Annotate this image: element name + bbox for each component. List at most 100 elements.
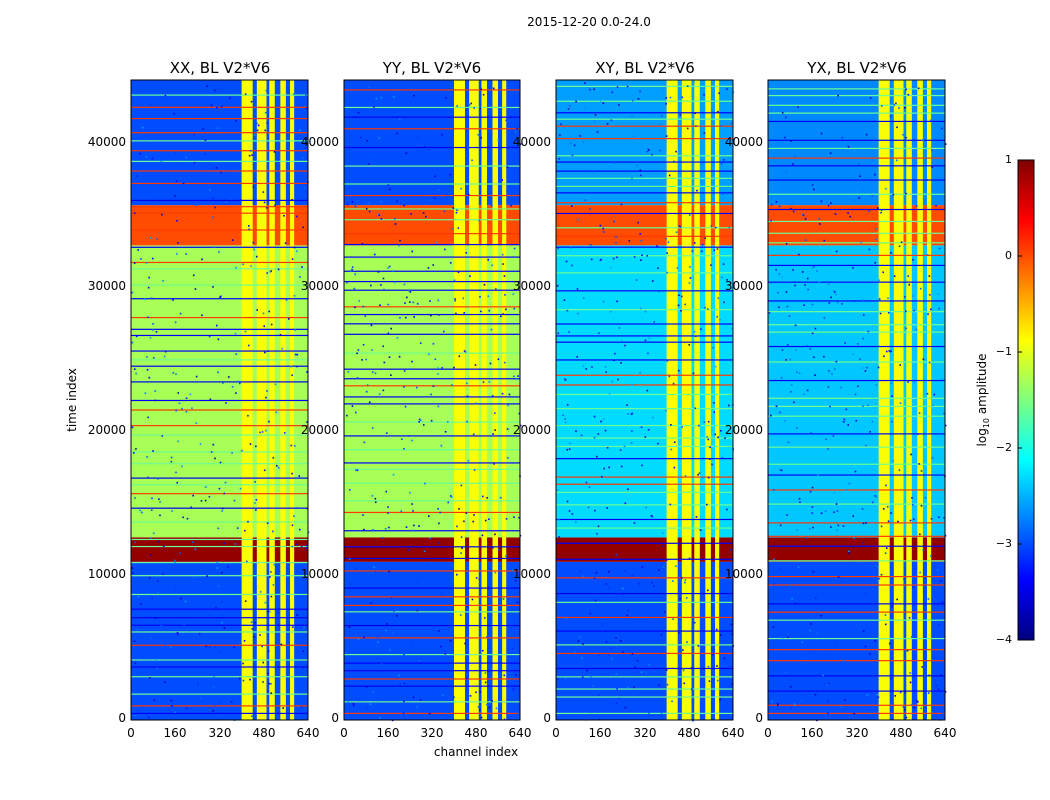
time-band [768,205,945,246]
noise-speckle [238,382,241,385]
noise-speckle [223,627,226,630]
noise-speckle [608,466,610,469]
noise-speckle [608,587,611,590]
noise-speckle [293,246,296,249]
noise-speckle [691,681,694,684]
noise-speckle [351,268,353,271]
noise-speckle [357,638,360,640]
x-tick-label: 480 [253,726,276,740]
noise-speckle [631,430,633,432]
noise-speckle [943,516,945,519]
noise-speckle [933,393,936,396]
noise-speckle [679,598,681,600]
noise-speckle [480,88,483,91]
rfi-channel-band [906,80,912,720]
noise-speckle [919,287,922,290]
noise-speckle [570,205,573,207]
noise-speckle [253,636,256,638]
flag-line [768,535,945,537]
noise-speckle [301,599,304,602]
noise-speckle [387,303,390,306]
noise-speckle [500,315,502,318]
noise-speckle [818,218,820,220]
flag-line [768,474,945,476]
flag-line [344,435,520,437]
noise-speckle [255,122,258,125]
noise-speckle [779,567,781,570]
noise-speckle [720,124,723,127]
noise-speckle [773,488,775,491]
noise-speckle [501,253,504,256]
flag-line [768,690,945,692]
noise-speckle [131,341,134,344]
flag-line [768,446,945,448]
noise-speckle [845,408,848,411]
noise-speckle [626,614,628,617]
noise-speckle [268,682,270,685]
noise-speckle [449,640,452,642]
noise-speckle [591,366,593,368]
noise-speckle [428,713,431,715]
noise-speckle [603,467,605,470]
noise-speckle [411,503,413,505]
flag-line [768,220,945,223]
noise-speckle [596,580,599,583]
noise-speckle [627,412,629,415]
noise-speckle [913,567,916,570]
noise-speckle [380,201,382,203]
noise-speckle [430,561,432,564]
noise-speckle [825,438,828,441]
noise-speckle [627,488,629,490]
noise-speckle [584,106,587,109]
noise-speckle [589,612,592,615]
noise-speckle [254,481,256,483]
noise-speckle [497,549,500,551]
noise-speckle [266,272,268,274]
noise-speckle [660,633,663,636]
noise-speckle [581,676,584,678]
noise-speckle [416,302,419,305]
noise-speckle [878,298,881,300]
flag-line [556,255,733,257]
y-axis-label: time index [65,368,79,432]
noise-speckle [910,703,913,706]
noise-speckle [140,603,142,605]
noise-speckle [236,527,239,529]
noise-speckle [194,288,197,290]
noise-speckle [927,692,930,694]
time-band [768,537,945,562]
noise-speckle [772,558,775,561]
noise-speckle [903,708,906,711]
x-ticks: 0 160 320 480 640 [552,726,744,740]
rfi-channel-band [492,80,498,720]
noise-speckle [172,372,175,374]
noise-speckle [379,304,381,306]
noise-speckle [890,677,893,680]
y-tick-label: 20000 [513,423,551,437]
noise-speckle [627,609,629,612]
noise-speckle [629,168,631,170]
noise-speckle [235,266,237,269]
noise-speckle [727,404,730,407]
noise-speckle [888,350,891,352]
noise-speckle [170,456,173,459]
noise-speckle [453,696,455,699]
noise-speckle [403,204,406,207]
noise-speckle [255,499,258,501]
noise-speckle [239,198,242,201]
noise-speckle [358,300,361,302]
flag-line [344,183,520,185]
noise-speckle [377,641,380,644]
noise-speckle [409,491,411,494]
noise-speckle [631,574,634,577]
flag-line [344,243,520,246]
x-tick-label: 160 [377,726,400,740]
noise-speckle [616,635,619,638]
noise-speckle [903,296,906,298]
noise-speckle [387,512,389,514]
noise-speckle [939,130,942,133]
noise-speckle [233,646,236,649]
noise-speckle [491,395,494,397]
noise-speckle [269,270,272,273]
noise-speckle [902,133,904,136]
